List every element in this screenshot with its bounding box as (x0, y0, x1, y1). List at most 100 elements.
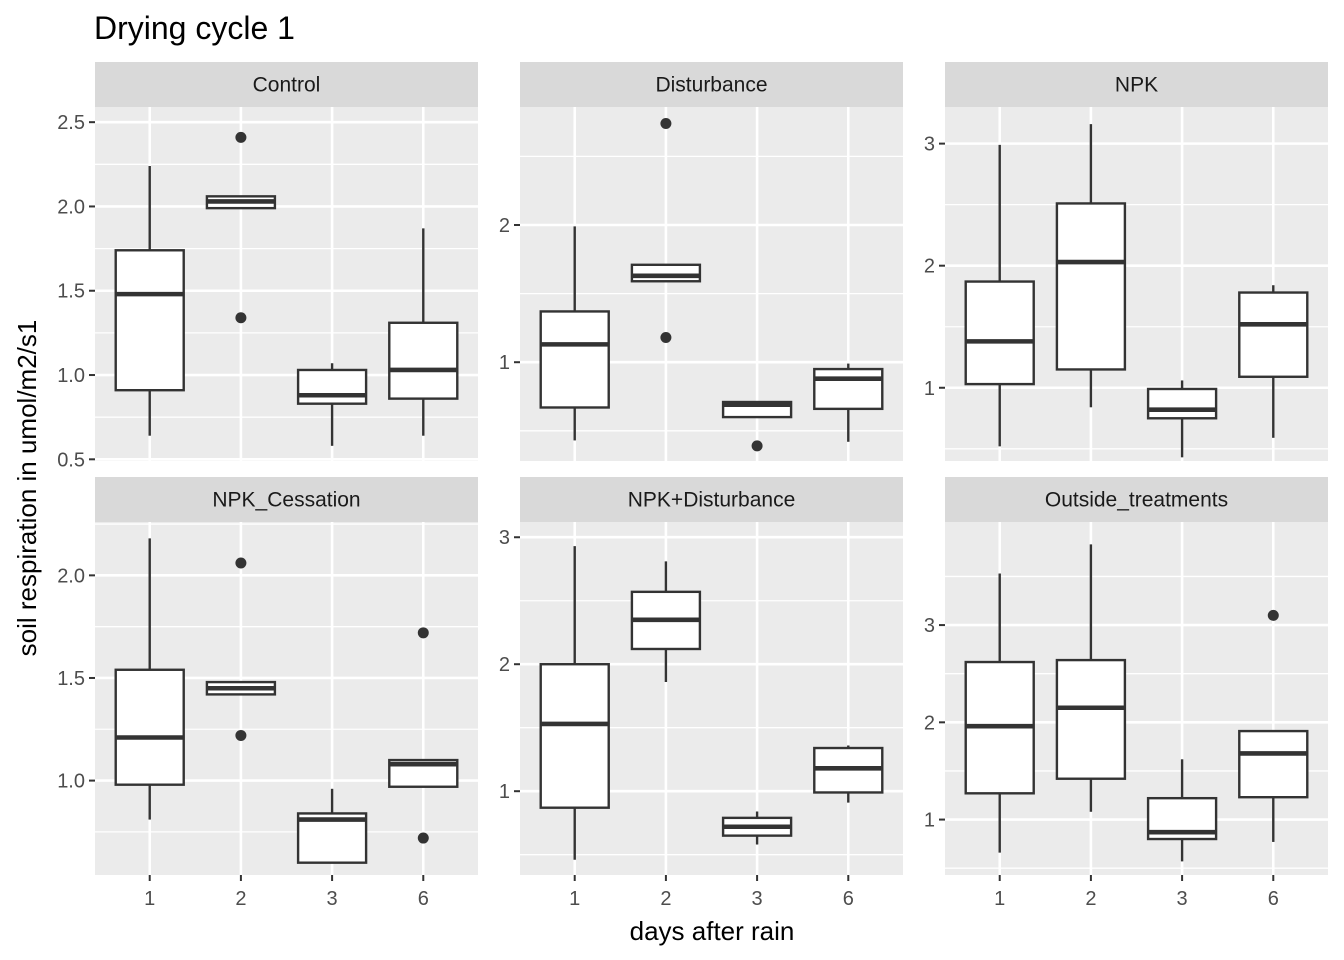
boxplot-6 (388, 228, 459, 436)
y-tick-label: 2.0 (57, 565, 85, 587)
iqr-box (1146, 387, 1218, 420)
boxplot-1 (539, 226, 610, 441)
y-tick-label: 2 (499, 654, 510, 676)
iqr-box (1238, 729, 1309, 799)
boxplot-2 (205, 557, 277, 741)
facet-panel-control: Control 0.5 1.0 1.5 2.0 2.5 (57, 62, 478, 471)
facet-panel-npk-disturbance: NPK+Disturbance 1 2 3 1 2 3 6 (499, 477, 903, 910)
iqr-box (114, 668, 185, 786)
facet-panel-disturbance: Disturbance 1 2 (499, 62, 903, 461)
boxplot-1 (964, 573, 1035, 853)
boxplot-3 (1146, 759, 1218, 862)
facet-strip-label: NPK+Disturbance (628, 489, 796, 512)
y-tick-label: 2 (924, 712, 935, 734)
iqr-box (539, 663, 610, 809)
facet-strip (95, 62, 478, 107)
y-tick-label: 2.5 (57, 112, 85, 134)
facet-panel-npk: NPK 1 2 3 (924, 62, 1328, 461)
outlier-point (235, 131, 247, 143)
boxplot-2 (630, 117, 702, 344)
boxplot-1 (539, 546, 610, 860)
x-tick-label: 1 (569, 888, 580, 910)
outlier-point (417, 832, 429, 844)
outlier-point (751, 440, 763, 452)
y-tick-label: 2 (499, 215, 510, 237)
boxplot-6 (813, 363, 884, 442)
boxplot-2 (1055, 544, 1127, 812)
x-tick-label: 6 (418, 888, 429, 910)
iqr-box (1055, 202, 1127, 371)
y-tick-label: 1.0 (57, 365, 85, 387)
boxplot-2 (630, 561, 702, 682)
boxplot-1 (114, 538, 185, 820)
x-tick-label: 1 (144, 888, 155, 910)
iqr-box (630, 263, 702, 283)
x-tick-label: 3 (752, 888, 763, 910)
iqr-box (1055, 658, 1127, 780)
outlier-point (235, 557, 247, 569)
y-tick-label: 1.5 (57, 281, 85, 303)
y-tick-label: 1 (499, 352, 510, 374)
outlier-point (235, 312, 247, 324)
facet-panels: Control 0.5 1.0 1.5 2.0 2.5 Disturbance 1 2 NPK 1 2… (57, 62, 1328, 910)
boxplot-3 (1146, 380, 1218, 458)
facet-strip (520, 477, 903, 522)
facet-strip-label: Control (253, 74, 321, 97)
x-tick-label: 6 (1268, 888, 1279, 910)
boxplot-3 (721, 400, 793, 452)
boxplot-2 (205, 131, 277, 324)
outlier-point (660, 332, 672, 344)
y-tick-label: 2.0 (57, 196, 85, 218)
boxplot-6 (1238, 609, 1309, 842)
outlier-point (660, 117, 672, 129)
y-tick-label: 2 (924, 256, 935, 278)
facet-strip (520, 62, 903, 107)
boxplot-3 (721, 811, 793, 845)
x-tick-label: 3 (327, 888, 338, 910)
facet-strip (95, 477, 478, 522)
facet-strip-label: NPK (1115, 74, 1158, 97)
x-tick-label: 2 (235, 888, 246, 910)
facet-strip-label: NPK_Cessation (212, 489, 360, 512)
boxplot-3 (296, 788, 368, 864)
boxplot-6 (813, 745, 884, 803)
boxplot-2 (1055, 124, 1127, 408)
facet-strip-label: Outside_treatments (1045, 489, 1228, 512)
facet-strip (945, 62, 1328, 107)
iqr-box (296, 368, 368, 405)
x-axis-title: days after rain (630, 916, 795, 946)
outlier-point (417, 627, 429, 639)
y-axis-title: soil respiration in umol/m2/s1 (12, 320, 42, 657)
facet-panel-outside-treatments: Outside_treatments 1 2 3 1 2 3 6 (924, 477, 1328, 910)
facet-panel-npk-cessation: NPK_Cessation 1.0 1.5 2.0 1 2 3 6 (57, 477, 478, 910)
y-tick-label: 1.0 (57, 771, 85, 793)
x-tick-label: 2 (1085, 888, 1096, 910)
outlier-point (1267, 609, 1279, 621)
boxplot-6 (388, 627, 459, 844)
y-tick-label: 1 (924, 810, 935, 832)
boxplot-3 (296, 363, 368, 446)
y-tick-label: 0.5 (57, 449, 85, 471)
y-tick-label: 3 (499, 527, 510, 549)
facet-strip-label: Disturbance (655, 74, 767, 97)
iqr-box (813, 367, 884, 411)
boxplot-1 (114, 166, 185, 436)
iqr-box (388, 321, 459, 400)
iqr-box (964, 280, 1035, 386)
y-tick-label: 1 (924, 378, 935, 400)
x-tick-label: 6 (843, 888, 854, 910)
y-tick-label: 1 (499, 781, 510, 803)
y-tick-label: 3 (924, 615, 935, 637)
y-tick-label: 3 (924, 134, 935, 156)
iqr-box (539, 310, 610, 409)
outlier-point (235, 729, 247, 741)
x-tick-label: 1 (994, 888, 1005, 910)
iqr-box (1238, 291, 1309, 378)
x-tick-label: 2 (660, 888, 671, 910)
y-tick-label: 1.5 (57, 668, 85, 690)
iqr-box (114, 249, 185, 392)
x-tick-label: 3 (1177, 888, 1188, 910)
boxplot-6 (1238, 285, 1309, 438)
chart-title: Drying cycle 1 (94, 10, 295, 46)
